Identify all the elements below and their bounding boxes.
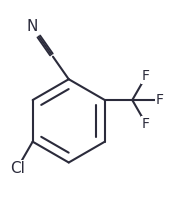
Text: Cl: Cl	[10, 161, 25, 176]
Text: N: N	[27, 19, 38, 34]
Text: F: F	[142, 117, 150, 131]
Text: F: F	[142, 69, 150, 83]
Text: F: F	[156, 93, 164, 107]
